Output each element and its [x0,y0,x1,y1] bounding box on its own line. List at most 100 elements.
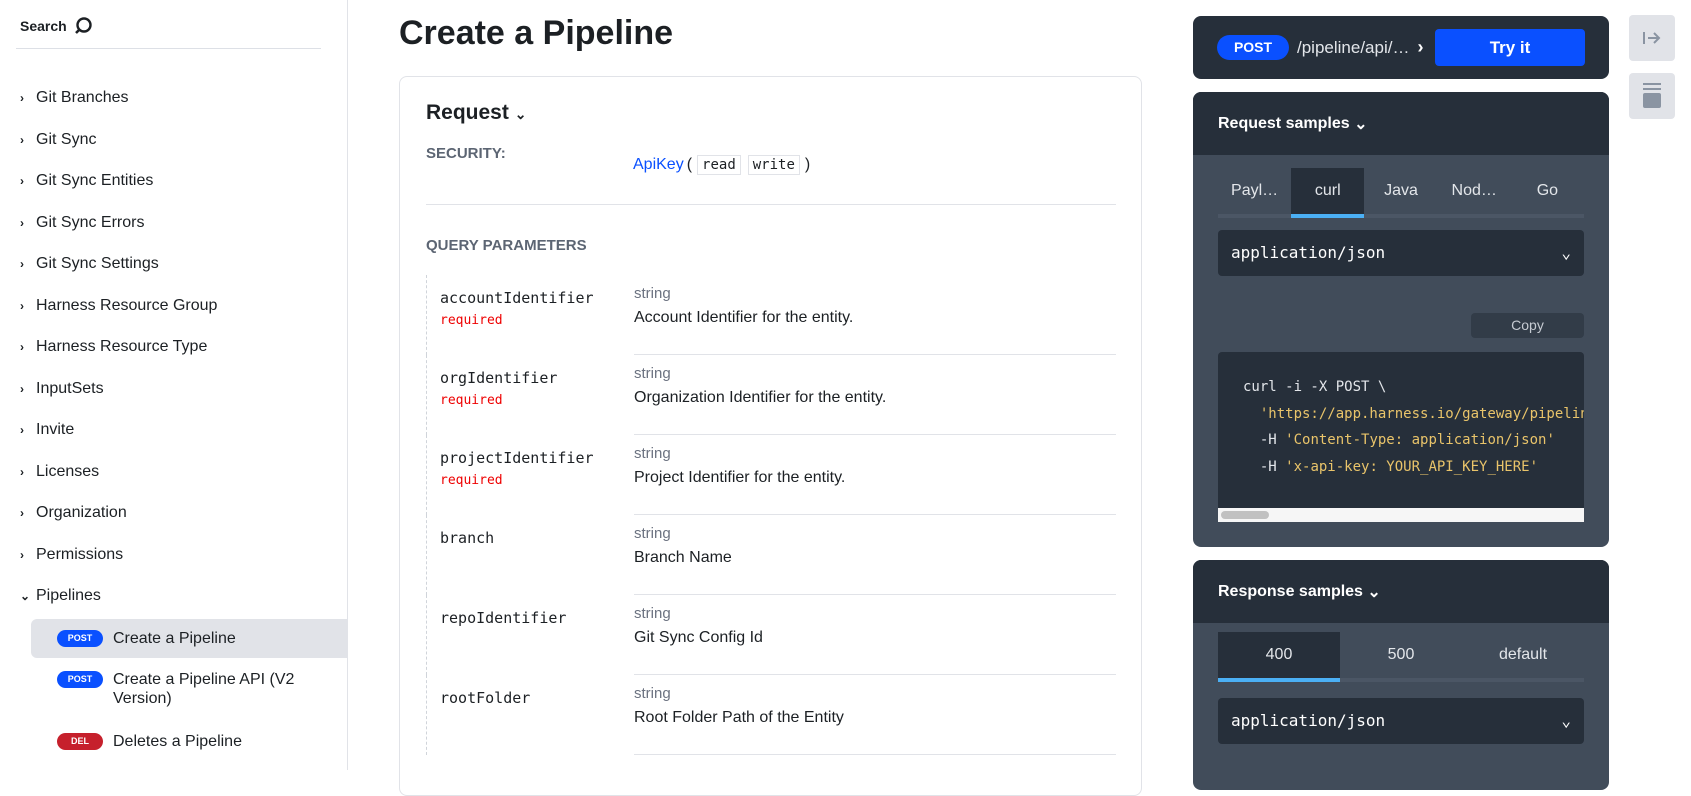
collapse-panel-button[interactable] [1629,15,1675,61]
method-badge: POST [57,671,103,688]
apikey-link[interactable]: ApiKey [633,156,684,173]
param-description: Git Sync Config Id [634,629,763,646]
sidebar-item-label: Pipelines [36,587,101,604]
method-badge: POST [1217,35,1289,60]
tab[interactable]: Go [1536,182,1559,199]
sidebar-item-label: Licenses [36,462,100,480]
response-samples-toggle[interactable]: Response samples ⌄ [1193,560,1609,623]
arrow-right-to-bar-icon [1643,32,1661,44]
page-title: Create a Pipeline [399,14,674,52]
language-tabs: Payl… curl Java Nod… Go [1218,168,1584,218]
sidebar-item[interactable]: › Harness Resource Group [20,297,217,315]
tab[interactable]: default [1498,646,1548,663]
chevron-right-icon[interactable]: › [1417,37,1424,57]
code-line: -H 'x-api-key: YOUR_API_KEY_HERE' [1243,454,1584,481]
chevron-right-icon: › [20,132,24,147]
divider [634,354,1116,355]
try-it-button[interactable]: Try it [1435,29,1585,66]
divider [634,514,1116,515]
chevron-right-icon: › [20,298,24,313]
method-badge: POST [57,630,103,647]
sidebar-item-label: Git Sync Settings [36,255,159,272]
param-name: accountIdentifier [440,289,594,307]
chevron-down-icon: ⌄ [1561,711,1571,730]
required-label: required [440,473,503,488]
sidebar-endpoint[interactable]: POST Create a Pipeline API (V2 Version) [31,660,347,710]
response-content-type-select[interactable]: application/json ⌄ [1218,698,1584,744]
copy-button[interactable]: Copy [1471,313,1584,338]
divider [634,434,1116,435]
sidebar-item[interactable]: › Organization [20,504,127,522]
param-name: branch [440,529,495,547]
code-string: 'x-api-key: YOUR_API_KEY_HERE' [1285,458,1539,475]
tab[interactable]: Nod… [1451,182,1497,199]
param-name: rootFolder [440,689,531,707]
tab[interactable]: Payl… [1231,182,1279,199]
chevron-down-icon: ⌄ [1561,243,1571,262]
required-label: required [440,313,503,328]
tab[interactable]: 400 [1218,632,1340,682]
param-description: Account Identifier for the entity. [634,309,854,326]
query-params-label: QUERY PARAMETERS [426,237,587,254]
sidebar: Search › Git Branches › Git Sync › Git Sync E… [0,0,348,770]
search-button[interactable]: Search [20,16,93,36]
search-label: Search [20,18,67,34]
param-description: Organization Identifier for the entity. [634,389,887,406]
scrollbar-thumb[interactable] [1221,511,1269,519]
param-type: string [634,605,671,622]
sidebar-item-label: Git Branches [36,89,129,106]
required-label: required [440,393,503,408]
horizontal-scrollbar[interactable] [1218,508,1584,522]
request-samples-label: Request samples [1218,114,1350,132]
chevron-right-icon: › [20,464,24,479]
scope-badge: read [697,155,741,175]
status-tabs: 400 500 default [1218,632,1584,682]
chevron-right-icon: › [20,174,24,188]
sidebar-item[interactable]: › Git Sync Settings [20,255,159,273]
request-toggle[interactable]: Request ⌄ [426,101,526,125]
sidebar-item[interactable]: › Git Sync [20,131,96,149]
scope-badge: write [747,155,800,175]
tree-line [426,595,427,675]
param-name: orgIdentifier [440,369,558,387]
security-label: SECURITY: [426,145,506,162]
method-badge: DEL [57,733,103,750]
endpoint-path[interactable]: /pipeline/api/… [1297,37,1410,57]
sidebar-item[interactable]: › Git Branches [20,89,128,107]
param-row: accountIdentifier required string Account I… [426,275,1116,355]
param-type: string [634,685,671,702]
sidebar-item[interactable]: › Git Sync Entities [20,172,153,190]
sidebar-item[interactable]: › Harness Resource Type [20,338,207,356]
param-row: branch string Branch Name [426,515,1116,595]
sidebar-item[interactable]: › InputSets [20,380,104,398]
sidebar-item[interactable]: › Git Sync Errors [20,214,144,232]
code-flag: -H [1259,458,1286,475]
layout-toggle-button[interactable] [1629,73,1675,119]
code-string: 'https://app.harness.io/gateway/pipeline… [1259,405,1584,422]
param-row: projectIdentifier required string Project I… [426,435,1116,515]
tab[interactable]: curl [1291,168,1365,218]
sidebar-item-label: Git Sync Entities [36,172,154,189]
sidebar-endpoint[interactable]: POST Create a Pipeline [31,619,347,658]
sidebar-item[interactable]: ⌄ Pipelines [20,587,101,605]
param-row: orgIdentifier required string Organization … [426,355,1116,435]
code-line: 'https://app.harness.io/gateway/pipeline… [1243,401,1584,428]
content-type-value: application/json [1231,711,1386,730]
chevron-down-icon: ⌄ [1367,583,1381,601]
tree-line [426,435,427,515]
tab[interactable]: 500 [1387,646,1415,663]
chevron-right-icon: › [20,215,24,230]
sidebar-endpoint[interactable]: DEL Deletes a Pipeline [31,722,347,758]
sidebar-item[interactable]: › Invite [20,421,74,439]
chevron-right-icon: › [20,340,24,354]
request-samples-toggle[interactable]: Request samples ⌄ [1193,92,1609,155]
tree-line [426,675,427,755]
tab[interactable]: Java [1384,182,1418,199]
request-label: Request [426,101,509,124]
response-samples-panel: Response samples ⌄ 400 500 default applica… [1193,560,1609,790]
chevron-right-icon: › [20,257,24,271]
endpoint-label: Create a Pipeline [113,630,236,647]
sidebar-item[interactable]: › Licenses [20,463,99,481]
content-type-select[interactable]: application/json ⌄ [1218,230,1584,276]
sidebar-item[interactable]: › Permissions [20,546,123,564]
